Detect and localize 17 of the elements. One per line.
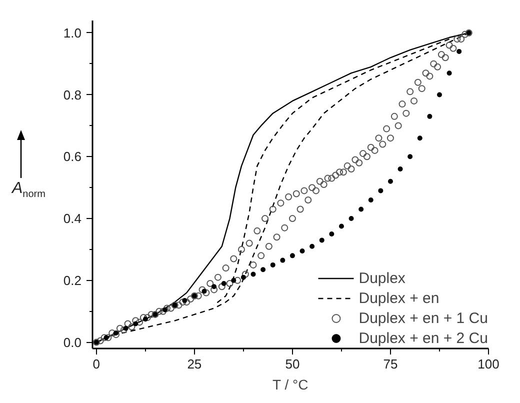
y-tick-label: 0.2 [63,272,82,288]
y-tick-label: 0.0 [63,334,82,350]
legend-label: Duplex + en + 2 Cu [358,330,488,346]
x-tick-label: 50 [285,356,300,372]
x-tick-label: 75 [383,356,398,372]
y-axis-title: A$_{norm}$ [12,180,46,200]
y-tick-label: 0.4 [63,211,82,226]
legend-label: Duplex + en + 1 Cu [358,310,488,326]
x-tick-label: 100 [478,356,500,372]
legend-label: Duplex [358,270,406,286]
x-tick-label: 25 [187,356,202,372]
x-tick-label: 0 [92,356,100,372]
y-tick-label: 0.6 [63,149,82,164]
y-tick-label: 1.0 [63,25,82,40]
y-tick-label: 0.8 [63,87,82,102]
legend-label: Duplex + en [358,290,440,306]
x-axis-title: T / °C [272,376,308,392]
